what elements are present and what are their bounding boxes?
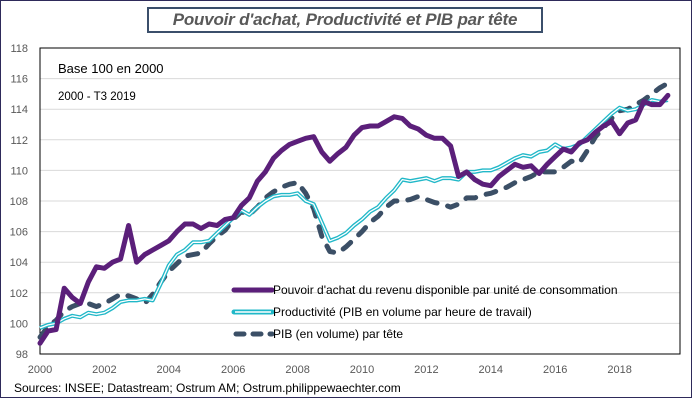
x-tick-label: 2006 bbox=[221, 364, 245, 376]
x-tick-label: 2016 bbox=[543, 364, 567, 376]
x-tick-label: 2018 bbox=[607, 364, 631, 376]
legend-label-pouvoir-achat: Pouvoir d'achat du revenu disponible par… bbox=[273, 283, 618, 297]
legend: Pouvoir d'achat du revenu disponible par… bbox=[234, 283, 618, 341]
y-tick-label: 108 bbox=[10, 196, 28, 208]
y-tick-label: 112 bbox=[10, 135, 28, 147]
x-axis-ticks: 2000 2002 2004 2006 2008 2010 2012 2014 2016 2018 bbox=[28, 364, 632, 376]
y-tick-label: 98 bbox=[16, 349, 28, 361]
x-tick-label: 2012 bbox=[414, 364, 438, 376]
y-tick-label: 110 bbox=[10, 165, 28, 177]
annotation-base: Base 100 en 2000 bbox=[58, 61, 164, 76]
x-tick-label: 2010 bbox=[350, 364, 374, 376]
y-tick-label: 104 bbox=[10, 257, 28, 269]
legend-label-productivite: Productivité (PIB en volume par heure de… bbox=[273, 305, 532, 319]
y-tick-label: 114 bbox=[10, 104, 28, 116]
x-tick-label: 2014 bbox=[479, 364, 503, 376]
y-tick-label: 102 bbox=[10, 288, 28, 300]
y-tick-label: 116 bbox=[10, 74, 28, 86]
source-note: Sources: INSEE; Datastream; Ostrum AM; O… bbox=[14, 381, 401, 395]
y-tick-label: 106 bbox=[10, 227, 28, 239]
annotation-period: 2000 - T3 2019 bbox=[58, 91, 136, 103]
x-tick-label: 2000 bbox=[28, 364, 52, 376]
x-tick-label: 2002 bbox=[92, 364, 116, 376]
x-tick-label: 2008 bbox=[285, 364, 309, 376]
y-tick-label: 118 bbox=[10, 43, 28, 55]
x-tick-label: 2004 bbox=[157, 364, 181, 376]
legend-label-pib-par-tete: PIB (en volume) par tête bbox=[273, 327, 403, 341]
y-tick-label: 100 bbox=[10, 318, 28, 330]
y-axis-ticks: 98 100 102 104 106 108 110 112 114 116 118 bbox=[10, 43, 28, 361]
